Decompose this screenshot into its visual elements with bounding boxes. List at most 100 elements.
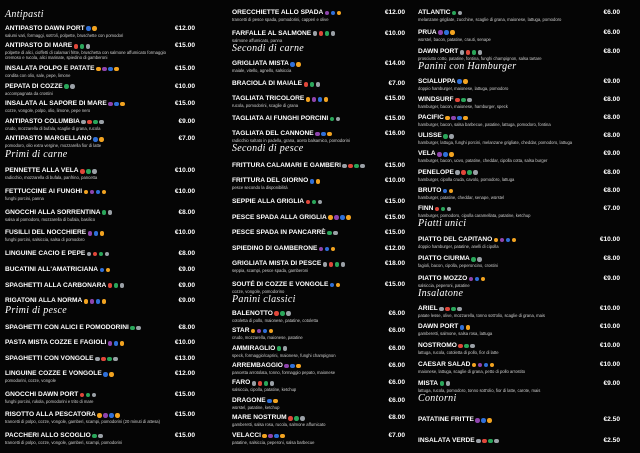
item-name: SPAGHETTI CON ALICI E POMODORINI: [5, 324, 141, 332]
allergen-icon: [280, 433, 285, 439]
item-name: BRUTO: [418, 187, 454, 195]
allergen-icon: [458, 343, 463, 349]
allergen-icon: [251, 381, 257, 386]
item-description: würstel, bacon, patatine, crauti, senape: [418, 36, 491, 42]
item-row: PESCE SPADA ALLA GRIGLIA €15.00: [232, 214, 405, 222]
item-row: FARFALLE AL SALMONE €10.00: [232, 30, 405, 38]
menu-item: BRACIOLA DI MAIALE €7.00: [232, 80, 405, 88]
item-name-text: DRAGONE: [232, 396, 266, 404]
item-price: €6.00: [388, 309, 405, 317]
item-name: AMMIRAGLIO: [232, 344, 288, 353]
menu-item: SCIALUPPA €9.00 doppio hamburger, maionese…: [418, 78, 620, 91]
menu-section: ATLANTIC €6.00 melanzane grigliate, zucchi…: [418, 9, 620, 61]
item-name: RIGATONI ALLA NORMA: [5, 297, 107, 305]
item-price: €12.00: [384, 9, 405, 16]
menu-item: FARO €6.00 salsiccia, cipolla, patatine, k…: [232, 379, 405, 392]
item-price: €6.00: [603, 9, 620, 16]
item-name-text: STAR: [232, 327, 250, 335]
allergen-icon: [107, 356, 112, 362]
allergen-icon: [494, 438, 499, 444]
item-row: ULISSE €8.00: [418, 132, 620, 140]
item-name: VELA: [418, 150, 454, 158]
item-price: €9.00: [603, 275, 620, 282]
item-name-text: ATLANTIC: [418, 9, 451, 16]
menu-item: PEPATA DI COZZE €10.00 accompagnata da cro…: [5, 83, 195, 96]
item-price: €15.00: [174, 431, 195, 439]
menu-item: BALENOTTO €6.00 cotoletta di pollo, maione…: [232, 310, 405, 323]
menu-item: FRITTURA CALAMARI E GAMBERI €15.00: [232, 162, 405, 170]
menu-item: GRIGLIATA MISTA DI PESCE €18.00 seppia, sc…: [232, 260, 405, 273]
item-row: TAGLIATA DEL CANNONE €16.00: [232, 130, 405, 138]
item-description: rucola, pomodorini, scaglie di grana: [232, 103, 299, 109]
item-row: TAGLIATA AI FUNGHI PORCINI €15.00: [232, 115, 405, 123]
item-price: €9.00: [603, 150, 620, 158]
allergen-icon: [305, 97, 311, 102]
allergen-icon: [440, 206, 446, 212]
menu-item: ULISSE €8.00 hamburger, lattuga, funghi po…: [418, 132, 620, 145]
item-row: DAWN PORT €10.00: [418, 323, 620, 331]
allergen-icon: [457, 306, 462, 311]
item-name-text: PIATTO CIURMA: [418, 255, 470, 263]
item-row: PACCHERI ALLO SCOGLIO €15.00: [5, 432, 195, 440]
item-name: FINN: [418, 205, 452, 213]
allergen-icon: [267, 398, 272, 404]
allergen-icon: [91, 392, 97, 398]
item-row: ANTIPASTO COLUMBIA €9.00: [5, 118, 195, 126]
item-price: €10.00: [599, 304, 620, 312]
allergen-icon: [85, 392, 91, 398]
item-price: €10.00: [384, 177, 405, 185]
item-price: €7.00: [178, 135, 195, 143]
item-price: €15.00: [384, 197, 405, 205]
allergen-icon: [335, 116, 341, 122]
menu-section: Piatti unici PIATTO DEL CAPITANO €10.00 dop…: [418, 218, 620, 288]
allergen-icon: [451, 115, 456, 121]
item-description: doppio hamburger, maionese, lattuga, pom…: [418, 85, 509, 91]
allergen-icon: [445, 306, 450, 311]
allergen-icon: [119, 283, 125, 288]
item-name: GRIGLIATA MISTA: [232, 60, 301, 68]
allergen-icon: [468, 276, 474, 282]
item-name-text: AMMIRAGLIO: [232, 344, 276, 352]
section-heading: Primi di carne: [5, 148, 68, 160]
item-row: PATATINE FRITTE €2.50: [418, 416, 620, 424]
item-price: €10.00: [174, 339, 195, 347]
menu-item: INSALATA VERDE €2.50: [418, 437, 620, 445]
item-price: €8.00: [603, 95, 620, 103]
item-name-text: WINDSURF: [418, 95, 454, 103]
menu-section: Secondi di pesce FRITTURA CALAMARI E GAMB…: [232, 143, 405, 294]
item-name-text: ANTIPASTO DAWN PORT: [5, 24, 85, 32]
item-description: hamburger, pomodoro, cipolla caramellata…: [418, 213, 531, 219]
allergen-icon: [290, 62, 295, 67]
allergen-icon: [471, 362, 477, 368]
allergen-icon: [315, 82, 321, 87]
item-name-text: ARREMBAGGIO: [232, 362, 283, 369]
allergen-icon: [113, 341, 119, 346]
allergen-icon: [309, 179, 315, 184]
item-price: €10.00: [599, 323, 620, 331]
item-row: SOUTÉ DI COZZE E VONGOLE €15.00: [232, 281, 405, 289]
item-name-text: PACIFIC: [418, 114, 444, 122]
item-price: €8.00: [178, 250, 195, 258]
menu-column: Antipasti ANTIPASTO DAWN PORT €12.00 salumi…: [5, 9, 195, 445]
allergen-icon: [114, 66, 119, 72]
item-row: SPAGHETTI ALLA CARBONARA €9.00: [5, 282, 195, 290]
item-name: ORECCHIETTE ALLO SPADA: [232, 9, 342, 17]
item-price: €9.00: [178, 281, 195, 289]
menu-item: RIGATONI ALLA NORMA €9.00: [5, 297, 195, 305]
item-price: €16.00: [384, 130, 405, 138]
item-name: VELACCI: [232, 432, 285, 440]
menu-item: PACCHERI ALLO SCOGLIO €15.00 trancetti di …: [5, 432, 195, 445]
item-name: GNOCCHI ALLA SORRENTINA: [5, 209, 113, 217]
item-price: €15.00: [384, 115, 405, 123]
item-description: patatine, salsiccia, peperoni, salsa bar…: [232, 439, 315, 445]
item-price: €8.00: [603, 132, 620, 140]
menu-item: PIATTO MOZZO €9.00 salsiccia, peperoni, pa…: [418, 275, 620, 288]
item-price: €8.00: [603, 255, 620, 263]
item-description: pesce secondo la disponibilità: [232, 185, 288, 191]
menu-item: PACIFIC €8.00 hamburger, bacon, salsa barb…: [418, 114, 620, 127]
menu-item: CAESAR SALAD €10.00 maionese, lattuga, sca…: [418, 361, 620, 374]
allergen-icon: [475, 418, 480, 423]
item-name-text: MARE NOSTRUM: [232, 414, 287, 422]
menu-item: INSALATA POLPO E PATATE €15.00 condita con…: [5, 65, 195, 78]
allergen-icon: [445, 115, 450, 121]
